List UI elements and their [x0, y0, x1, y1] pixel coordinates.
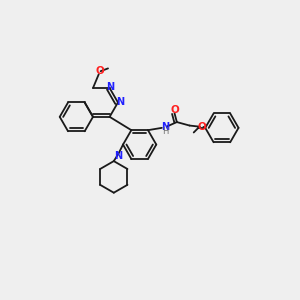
Text: O: O: [197, 122, 206, 132]
Text: O: O: [95, 66, 104, 76]
Text: N: N: [161, 122, 169, 132]
Text: N: N: [106, 82, 115, 92]
Text: N: N: [114, 152, 122, 161]
Text: H: H: [162, 127, 168, 136]
Text: N: N: [116, 98, 124, 107]
Text: O: O: [170, 105, 179, 115]
